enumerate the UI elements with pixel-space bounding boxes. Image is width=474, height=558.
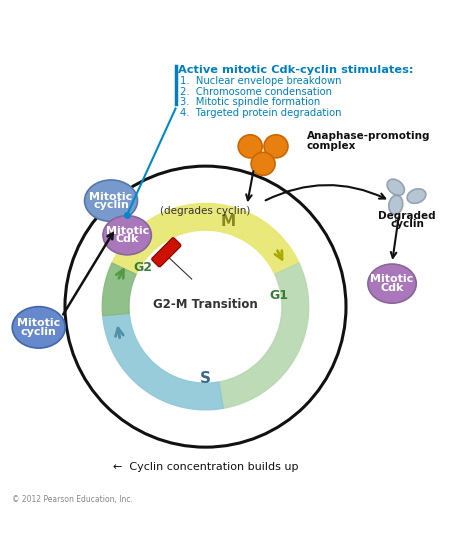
Text: 3.  Mitotic spindle formation: 3. Mitotic spindle formation: [180, 98, 320, 108]
Text: G1: G1: [270, 288, 289, 302]
Text: Cdk: Cdk: [380, 283, 404, 293]
Text: Mitotic: Mitotic: [371, 275, 414, 285]
Text: M: M: [221, 214, 236, 229]
Text: © 2012 Pearson Education, Inc.: © 2012 Pearson Education, Inc.: [12, 495, 133, 504]
Ellipse shape: [251, 152, 275, 175]
Text: S: S: [200, 371, 211, 386]
Text: cyclin: cyclin: [21, 326, 57, 336]
Text: Degraded: Degraded: [378, 211, 436, 221]
Text: Anaphase-promoting: Anaphase-promoting: [307, 131, 430, 141]
Ellipse shape: [389, 195, 403, 214]
FancyBboxPatch shape: [152, 238, 181, 267]
Text: G2: G2: [134, 261, 153, 274]
Ellipse shape: [407, 189, 426, 203]
Text: Mitotic: Mitotic: [17, 318, 60, 328]
Text: Mitotic: Mitotic: [106, 226, 149, 236]
Polygon shape: [103, 313, 223, 410]
Text: 2.  Chromosome condensation: 2. Chromosome condensation: [180, 87, 332, 97]
Ellipse shape: [264, 135, 288, 158]
Polygon shape: [112, 204, 299, 275]
Text: cyclin: cyclin: [93, 200, 129, 210]
Ellipse shape: [238, 135, 262, 158]
Text: 4.  Targeted protein degradation: 4. Targeted protein degradation: [180, 108, 342, 118]
Ellipse shape: [103, 215, 151, 255]
Text: complex: complex: [307, 141, 356, 151]
Ellipse shape: [12, 307, 65, 348]
Text: (degrades cyclin): (degrades cyclin): [160, 206, 251, 216]
Text: cyclin: cyclin: [390, 219, 424, 229]
Ellipse shape: [84, 180, 137, 222]
Text: Mitotic: Mitotic: [90, 191, 133, 201]
Text: Cdk: Cdk: [116, 234, 139, 244]
Text: ←  Cyclin concentration builds up: ← Cyclin concentration builds up: [113, 462, 298, 472]
Ellipse shape: [368, 264, 416, 303]
Circle shape: [134, 235, 277, 378]
Ellipse shape: [387, 179, 404, 195]
Text: Active mitotic Cdk-cyclin stimulates:: Active mitotic Cdk-cyclin stimulates:: [178, 65, 413, 75]
Text: 1.  Nuclear envelope breakdown: 1. Nuclear envelope breakdown: [180, 76, 342, 86]
Text: G2-M Transition: G2-M Transition: [153, 298, 258, 311]
Polygon shape: [102, 263, 136, 316]
Polygon shape: [219, 263, 309, 408]
